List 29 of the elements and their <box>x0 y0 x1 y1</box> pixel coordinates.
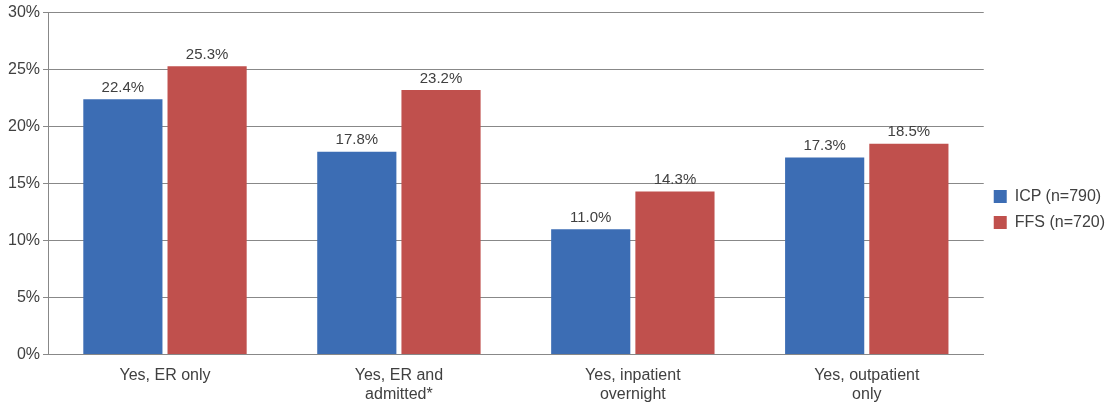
legend-label: FFS (n=720) <box>1014 212 1106 230</box>
x-tick-label: Yes, outpatient only <box>814 365 920 402</box>
data-label: 17.8% <box>335 130 379 148</box>
y-tick-label: 20% <box>7 117 41 135</box>
bar <box>401 90 481 355</box>
y-tick-label: 25% <box>7 60 41 78</box>
data-label: 18.5% <box>887 122 931 140</box>
x-tick-label: Yes, ER only <box>119 365 211 383</box>
data-label: 25.3% <box>185 44 229 62</box>
bar <box>551 229 631 355</box>
data-label: 17.3% <box>803 136 846 154</box>
data-label: 22.4% <box>101 77 145 95</box>
data-label: 23.2% <box>419 68 463 86</box>
x-tick-label: Yes, inpatient overnight <box>585 365 682 402</box>
bar <box>635 191 715 355</box>
bar <box>83 99 163 355</box>
bar <box>869 143 949 355</box>
x-tick-label: Yes, ER and admitted* <box>354 365 444 402</box>
y-tick-label: 5% <box>16 288 41 306</box>
y-tick-label: 0% <box>16 345 41 363</box>
bar <box>317 151 397 355</box>
data-label: 14.3% <box>653 170 697 188</box>
bar <box>167 66 247 355</box>
y-tick-label: 30% <box>7 3 41 21</box>
bar <box>785 157 865 355</box>
data-label: 11.0% <box>570 207 612 225</box>
legend-label: ICP (n=790) <box>1014 186 1102 204</box>
y-tick-label: 15% <box>7 174 41 192</box>
y-tick-label: 10% <box>7 231 41 249</box>
